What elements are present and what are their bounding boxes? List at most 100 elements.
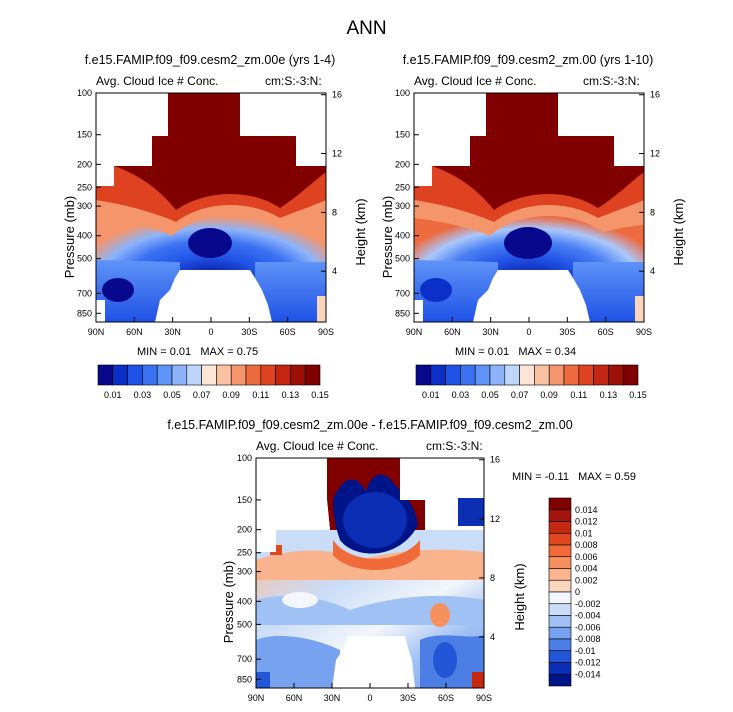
panel-b-colorbar-swatch	[622, 364, 639, 386]
axes-layer: 90N 60N 30N 0 30S 60S 90S100150200250300400500…	[77, 88, 660, 703]
panel-c-colorbar-swatch	[548, 626, 572, 640]
panel-c-colorbar-swatch	[548, 544, 572, 558]
panel-b-variable-label: Avg. Cloud Ice # Conc.	[414, 74, 537, 88]
panel-c-ytick-label: 400	[237, 596, 252, 606]
panel-b-ytick-right-label: 16	[650, 90, 660, 100]
panel-a-colorbar-swatch	[156, 364, 173, 386]
panel-c-ytick-right-label: 12	[490, 514, 500, 524]
panel-a-colorbar-swatch	[216, 364, 232, 386]
panel-a-ylabel-right: Height (km)	[353, 198, 368, 266]
panel-a-xtick-label: 60S	[280, 327, 296, 337]
panel-c-ytick-label: 250	[237, 548, 252, 558]
panel-a-colorbar-label: 0.09	[222, 390, 240, 400]
panel-b-ytick-label: 850	[395, 308, 410, 318]
panel-c-colorbar-label: 0.004	[575, 564, 598, 574]
panel-b-colorbar-swatch	[519, 364, 535, 386]
panel-c-xtick-label: 90N	[248, 693, 265, 703]
panel-a-colorbar-label: 0.15	[311, 390, 329, 400]
panel-c-ytick-label: 500	[237, 619, 252, 629]
panel-c-colorbar-swatch	[548, 556, 572, 569]
panel-c-xtick-label: 30N	[324, 693, 341, 703]
panel-c-xtick-label: 0	[367, 693, 372, 703]
panel-a-colorbar-swatch	[245, 364, 262, 386]
panel-a-ytick-label: 700	[77, 288, 92, 298]
panel-c-colorbar-label: 0.01	[575, 528, 593, 538]
panel-b-xtick-label: 90N	[406, 327, 423, 337]
panel-a-xtick-label: 90N	[88, 327, 105, 337]
panel-a-colorbar-swatch	[112, 364, 128, 386]
panel-b-colorbar-swatch	[608, 364, 624, 386]
panel-c-ytick-right-label: 4	[490, 632, 495, 642]
panel-a-colorbar-swatch	[201, 364, 217, 386]
panel-a-ytick-right-label: 8	[332, 207, 337, 217]
panel-b-ytick-label: 250	[395, 182, 410, 192]
panel-b-colorbar-swatch	[445, 364, 461, 386]
panel-b-title: f.e15.FAMIP.f09_f09.cesm2_zm.00 (yrs 1-1…	[402, 53, 654, 67]
panel-c-colorbar-swatch	[548, 568, 572, 581]
panel-b-colorbar-swatch	[460, 364, 476, 386]
panel-c-colorbar-swatch	[548, 662, 572, 675]
panel-c-colorbar-swatch	[548, 579, 572, 593]
panel-c-colorbar-swatch	[548, 673, 572, 687]
panel-a-colorbar-label: 0.01	[104, 390, 122, 400]
panel-a-colorbar-swatch	[127, 364, 143, 386]
panel-a-title: f.e15.FAMIP.f09_f09.cesm2_zm.00e (yrs 1-…	[84, 53, 336, 67]
panel-b-stats: MIN = 0.01 MAX = 0.34	[455, 346, 577, 358]
panel-b-ytick-label: 150	[395, 130, 410, 140]
panel-a-ytick-label: 400	[77, 231, 92, 241]
panel-b-ytick-right-label: 8	[650, 207, 655, 217]
panel-c-ytick-label: 100	[237, 453, 252, 463]
panel-a-xtick-label: 0	[208, 327, 213, 337]
panel-a-xtick-label: 30N	[164, 327, 181, 337]
panel-c-colorbar-swatch	[548, 591, 572, 605]
panel-a-ytick-label: 850	[77, 308, 92, 318]
panel-a-field	[96, 93, 326, 322]
panel-c-ytick-label: 850	[237, 674, 252, 684]
panel-b-xtick-label: 30N	[482, 327, 499, 337]
panel-c-ytick-label: 200	[237, 525, 252, 535]
panel-a-ytick-label: 200	[77, 159, 92, 169]
panel-a-ytick-label: 250	[77, 182, 92, 192]
panel-b-colorbar-swatch	[415, 364, 432, 386]
panel-c-colorbar-swatch	[548, 650, 572, 663]
panel-a-xtick-label: 90S	[318, 327, 334, 337]
panel-b-colorbar-swatch	[578, 364, 594, 386]
panel-c-colorbar-swatch	[548, 497, 572, 511]
panel-b-ytick-label: 100	[395, 88, 410, 98]
panel-a-colorbar-swatch	[171, 364, 188, 386]
panel-b-colorbar-swatch	[489, 364, 506, 386]
panel-b-ytick-label: 300	[395, 201, 410, 211]
panel-b-colorbar-swatch	[534, 364, 550, 386]
panel-a-units-label: cm:S:-3:N:	[265, 74, 322, 88]
panel-a-colorbar-label: 0.05	[163, 390, 181, 400]
panel-a-colorbar-label: 0.13	[282, 390, 300, 400]
panel-c-ytick-label: 700	[237, 654, 252, 664]
panel-c-xtick-label: 90S	[476, 693, 492, 703]
panel-a-ylabel: Pressure (mb)	[62, 195, 77, 279]
panel-c-colorbar-swatch	[548, 615, 572, 628]
panel-c-xtick-label: 60S	[438, 693, 454, 703]
panel-a-stats: MIN = 0.01 MAX = 0.75	[137, 346, 259, 358]
panel-c-ytick-right-label: 8	[490, 573, 495, 583]
panel-c-xtick-label: 30S	[400, 693, 416, 703]
panel-c-ytick-label: 300	[237, 567, 252, 577]
panel-c-colorbar-swatch	[548, 638, 572, 652]
panel-c-xtick-label: 60N	[286, 693, 303, 703]
panel-a-colorbar-swatch	[260, 364, 276, 386]
panel-c-colorbar-label: -0.008	[575, 634, 601, 644]
panel-a-colorbar-swatch	[304, 364, 321, 386]
panel-b	[413, 92, 645, 323]
panel-c-colorbar-swatch	[548, 603, 572, 616]
panel-a-colorbar-label: 0.07	[193, 390, 211, 400]
panel-c-colorbar-label: -0.002	[575, 599, 601, 609]
panel-c-colorbar-label: 0	[575, 587, 580, 597]
panel-b-colorbar-label: 0.05	[481, 390, 499, 400]
panel-c-stats: MIN = -0.11 MAX = 0.59	[512, 471, 636, 483]
panel-c-colorbar-label: -0.006	[575, 622, 601, 632]
panel-b-ytick-right-label: 4	[650, 266, 655, 276]
panel-a-colorbar-swatch	[142, 364, 158, 386]
panel-b-ytick-label: 700	[395, 288, 410, 298]
panel-a-variable-label: Avg. Cloud Ice # Conc.	[96, 74, 219, 88]
panel-c-colorbar-label: -0.012	[575, 658, 601, 668]
